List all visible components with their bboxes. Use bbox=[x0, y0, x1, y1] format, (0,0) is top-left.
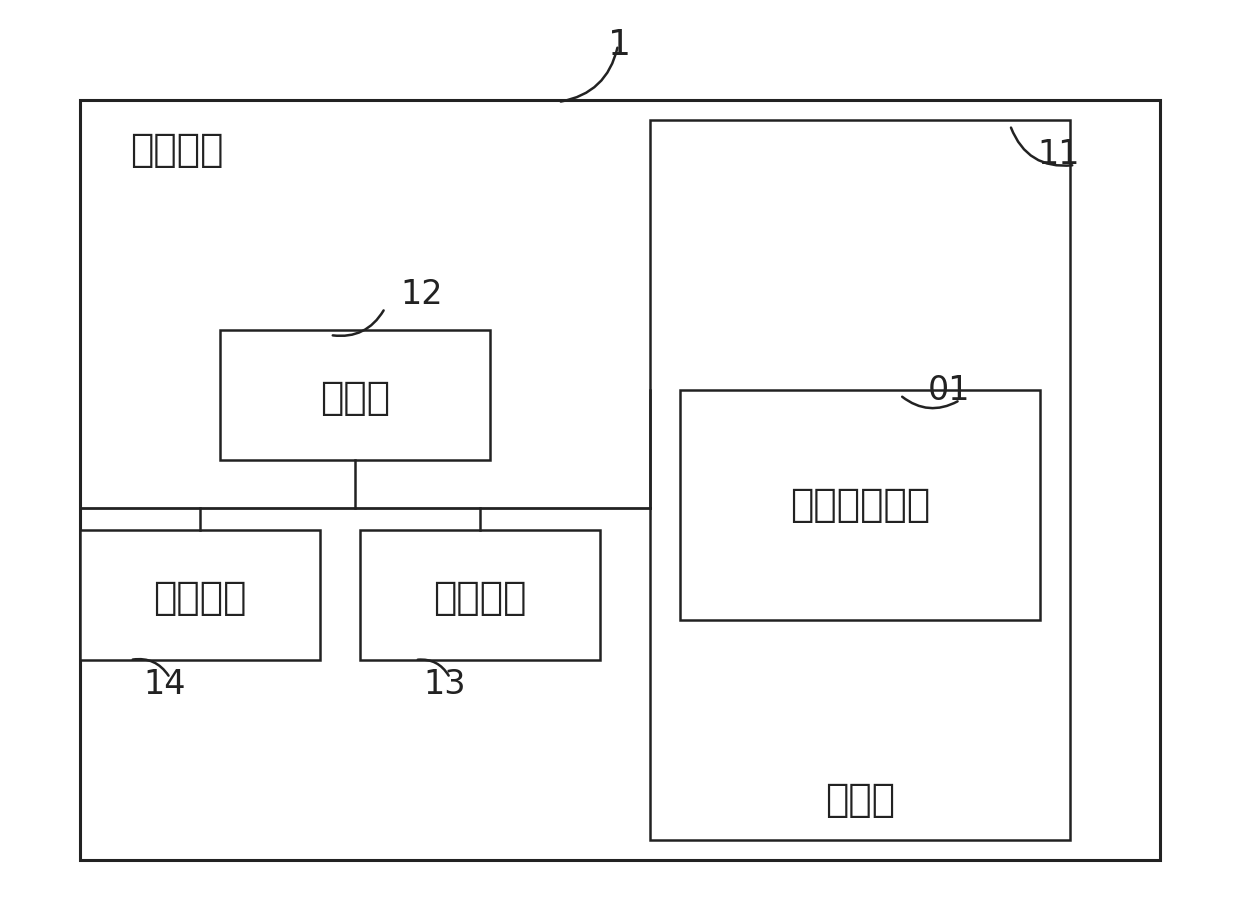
Text: 电子装置: 电子装置 bbox=[130, 131, 223, 169]
Bar bbox=[650, 120, 1070, 840]
Bar bbox=[81, 530, 320, 660]
Text: 处理器: 处理器 bbox=[320, 379, 391, 417]
Text: 网络接口: 网络接口 bbox=[433, 579, 527, 617]
Text: 13: 13 bbox=[424, 669, 466, 702]
Text: 01: 01 bbox=[928, 374, 970, 406]
Text: 12: 12 bbox=[401, 278, 443, 312]
Text: 11: 11 bbox=[1038, 139, 1080, 171]
Bar bbox=[360, 530, 600, 660]
Bar bbox=[219, 330, 490, 460]
Bar bbox=[81, 100, 1159, 860]
Bar bbox=[680, 390, 1040, 620]
Text: 1: 1 bbox=[609, 28, 631, 62]
Text: 通信总线: 通信总线 bbox=[154, 579, 247, 617]
Text: 存储器: 存储器 bbox=[825, 781, 895, 819]
Text: 故障定位程序: 故障定位程序 bbox=[790, 486, 930, 524]
Text: 14: 14 bbox=[144, 669, 186, 702]
